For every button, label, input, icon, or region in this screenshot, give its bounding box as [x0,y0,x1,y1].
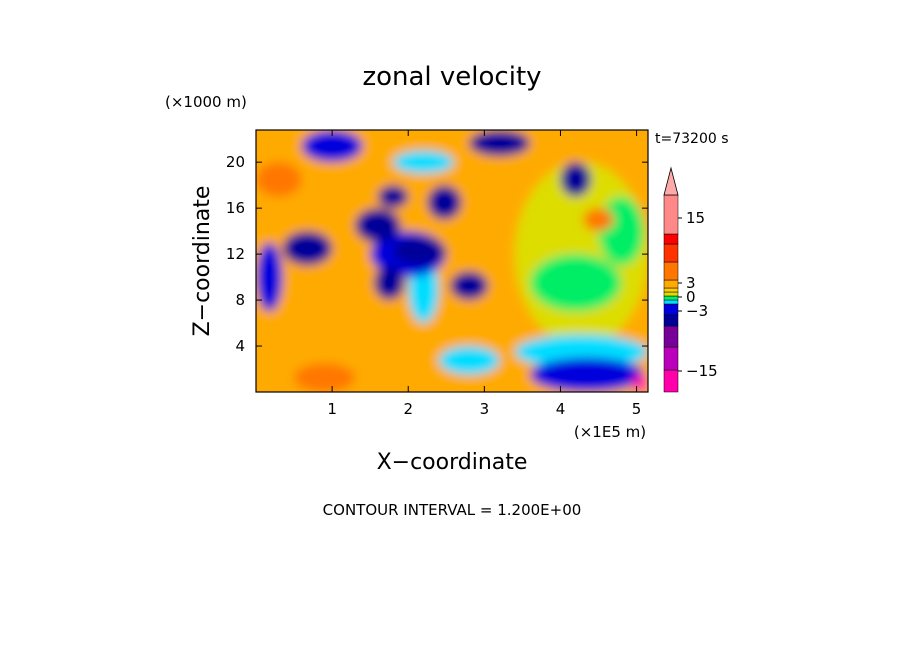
x-axis: 1 2 3 4 5 [327,130,641,418]
colorbar-segment [663,194,679,235]
x-tick-label: 5 [632,400,642,418]
y-tick-label: 16 [226,199,245,217]
field-region [450,271,489,301]
field-region [377,185,409,209]
chart-title: zonal velocity [362,62,541,92]
colorbar-extend-arrow [663,166,679,196]
field-region [427,185,462,220]
field-region [301,130,363,163]
colorbar-segment [663,299,679,305]
field-region [632,374,648,392]
contour-interval-note: CONTOUR INTERVAL = 1.200E+00 [323,501,582,519]
colorbar-segment [663,346,679,371]
field-region [598,196,645,266]
y-tick-label: 12 [226,245,245,263]
colorbar-segment [663,233,679,245]
plot-frame [255,129,649,393]
time-label: t=73200 s [655,131,729,147]
field-region [332,311,378,347]
colorbar: 15 30−3 −15 [663,166,718,393]
field-region [294,363,355,392]
colorbar-segment [663,287,679,293]
colorbar-tick-label: 3 [686,274,696,292]
colorbar-segment [663,325,679,348]
field-region [583,208,614,232]
x-tick-label: 4 [556,400,566,418]
field-region [530,357,645,392]
x-axis-label: X−coordinate [377,450,528,475]
field-region [256,162,302,197]
colorbar-segment [663,314,679,327]
field-region [373,265,405,301]
field-region [256,242,283,312]
field-region [354,208,401,243]
y-unit-label: (×1000 m) [165,93,247,111]
colorbar-segment [663,303,679,316]
colorbar-tick-label: −15 [686,362,718,380]
x-unit-label: (×1E5 m) [574,423,646,441]
y-axis: 4 8 12 16 20 [226,153,648,355]
y-tick-label: 20 [226,153,245,171]
x-tick-label: 2 [403,400,413,418]
y-axis-label: Z−coordinate [190,186,215,337]
colorbar-tick-label: 15 [686,209,705,227]
y-tick-label: 4 [235,337,245,355]
colorbar-segment [663,369,679,393]
velocity-field [256,130,648,392]
field-region [469,130,531,157]
colorbar-segment [663,295,679,301]
field-region [530,254,622,312]
y-tick-label: 8 [235,291,245,309]
field-region [560,162,591,197]
field-region [438,346,500,375]
x-tick-label: 3 [480,400,490,418]
field-region [282,231,333,266]
colorbar-segment [663,291,679,297]
colorbar-tick-label: 0 [686,288,696,306]
field-region [393,150,454,174]
colorbar-segment [663,279,679,289]
colorbar-tick-label: −3 [686,302,708,320]
x-tick-label: 1 [327,400,337,418]
colorbar-segment [663,261,679,281]
field-region [393,236,447,266]
colorbar-segment [663,243,679,263]
